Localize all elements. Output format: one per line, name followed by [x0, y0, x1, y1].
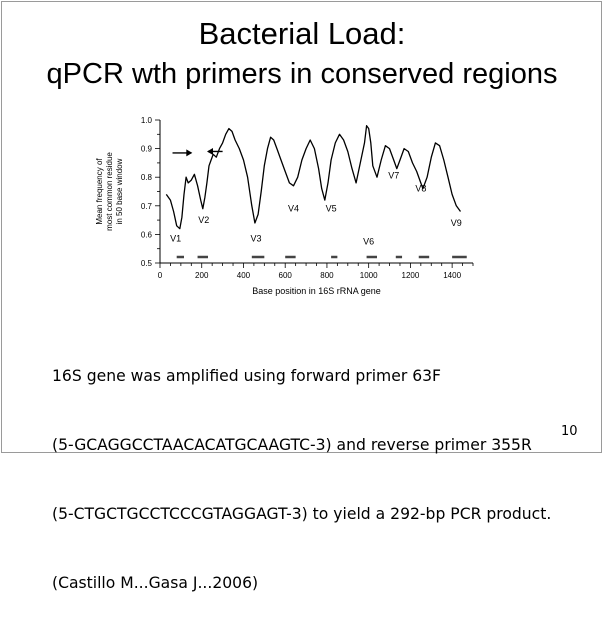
region-label-v2: V2 — [198, 215, 209, 225]
y-tick-label: 0.9 — [141, 145, 153, 154]
x-tick-label: 1200 — [402, 271, 420, 280]
slide-frame — [1, 1, 602, 453]
body-line-4: (Castillo M...Gasa J...2006) — [52, 574, 259, 592]
y-tick-label: 0.7 — [141, 202, 153, 211]
primer-arrow-left-head — [207, 148, 213, 155]
region-label-v5: V5 — [326, 204, 337, 214]
region-label-v7: V7 — [388, 171, 399, 181]
x-tick-label: 200 — [195, 271, 209, 280]
series-line-conservation — [165, 125, 462, 230]
x-tick-label: 400 — [237, 271, 251, 280]
region-label-v8: V8 — [415, 184, 426, 194]
y-tick-label: 1.0 — [141, 116, 153, 125]
region-label-v3: V3 — [250, 234, 261, 244]
y-axis-label-line: most common residue — [105, 152, 114, 231]
x-tick-label: 0 — [158, 271, 163, 280]
y-axis-label-line: in 50 base window — [115, 158, 124, 224]
body-line-3: (5-CTGCTGCCTCCCGTAGGAGT-3) to yield a 29… — [52, 505, 552, 523]
region-label-v9: V9 — [451, 218, 462, 228]
region-label-v1: V1 — [170, 234, 181, 244]
y-tick-label: 0.5 — [141, 259, 153, 268]
x-tick-label: 1400 — [443, 271, 461, 280]
slide-title-line-2: qPCR wth primers in conserved regions — [46, 58, 558, 90]
primer-arrow-right-head — [186, 149, 193, 157]
slide-body-text: 16S gene was amplified using forward pri… — [52, 319, 592, 618]
region-label-v6: V6 — [363, 236, 374, 246]
region-label-v4: V4 — [288, 204, 299, 214]
conservation-chart: 0 200 400 600 800 1000 1200 1400 0.5 0.6 0.7 0.8 0.9… — [95, 116, 474, 296]
y-tick-label: 0.8 — [141, 173, 153, 182]
slide-title-line-1: Bacterial Load: — [198, 16, 406, 51]
body-line-1: 16S gene was amplified using forward pri… — [52, 367, 442, 385]
y-axis-label-line: Mean frequency of — [95, 158, 104, 225]
x-tick-label: 600 — [279, 271, 293, 280]
page-number: 10 — [561, 424, 578, 439]
x-axis-label: Base position in 16S rRNA gene — [252, 286, 381, 296]
body-line-2: (5-GCAGGCCTAACACATGCAAGTC-3) and reverse… — [52, 436, 532, 454]
y-tick-label: 0.6 — [141, 230, 153, 239]
x-tick-label: 800 — [320, 271, 334, 280]
x-tick-label: 1000 — [360, 271, 378, 280]
